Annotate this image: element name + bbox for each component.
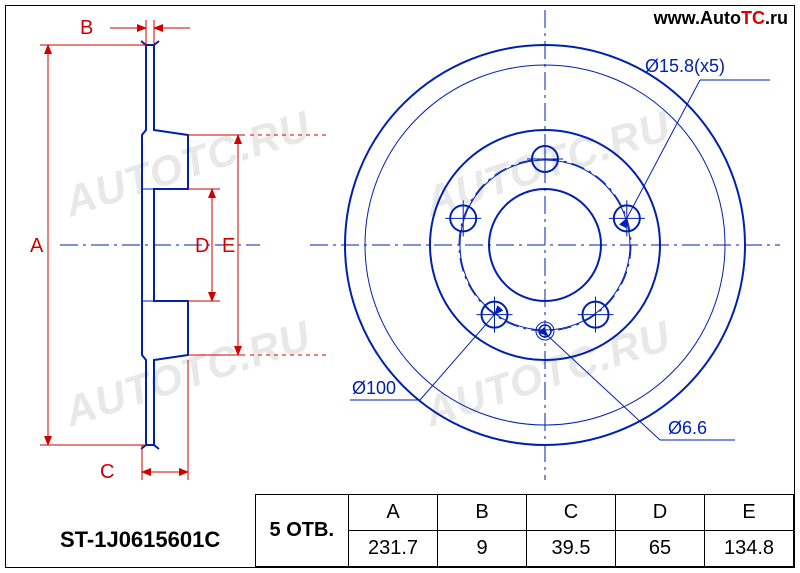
svg-text:Ø6.6: Ø6.6 — [668, 418, 707, 438]
callout-d100: Ø100 — [350, 315, 495, 400]
table-header: C — [527, 495, 616, 531]
part-number: ST-1J0615601C — [60, 527, 220, 553]
table-cell: 65 — [616, 531, 705, 567]
table-header: A — [349, 495, 438, 531]
table-cell: 9 — [438, 531, 527, 567]
svg-text:A: A — [30, 235, 44, 257]
table-cell: 134.8 — [705, 531, 794, 567]
dimension-table: 5 ОТВ. A B C D E 231.7 9 39.5 65 134.8 — [255, 494, 794, 567]
table-header: E — [705, 495, 794, 531]
front-view: Ø15.8(x5) Ø100 Ø6.6 — [310, 10, 780, 480]
svg-text:Ø15.8(x5): Ø15.8(x5) — [645, 56, 725, 76]
table-header: B — [438, 495, 527, 531]
table-header: D — [616, 495, 705, 531]
holes-count-cell: 5 ОТВ. — [255, 495, 348, 567]
side-view: A B C D E — [30, 17, 330, 483]
svg-text:D: D — [195, 235, 209, 257]
svg-text:E: E — [222, 235, 235, 257]
technical-drawing: Ø15.8(x5) Ø100 Ø6.6 A — [0, 0, 800, 573]
svg-text:B: B — [80, 17, 93, 39]
svg-text:C: C — [100, 461, 114, 483]
svg-text:Ø100: Ø100 — [352, 378, 396, 398]
table-cell: 39.5 — [527, 531, 616, 567]
table-cell: 231.7 — [349, 531, 438, 567]
table-row: 5 ОТВ. A B C D E — [255, 495, 793, 531]
callout-d66: Ø6.6 — [548, 336, 735, 440]
